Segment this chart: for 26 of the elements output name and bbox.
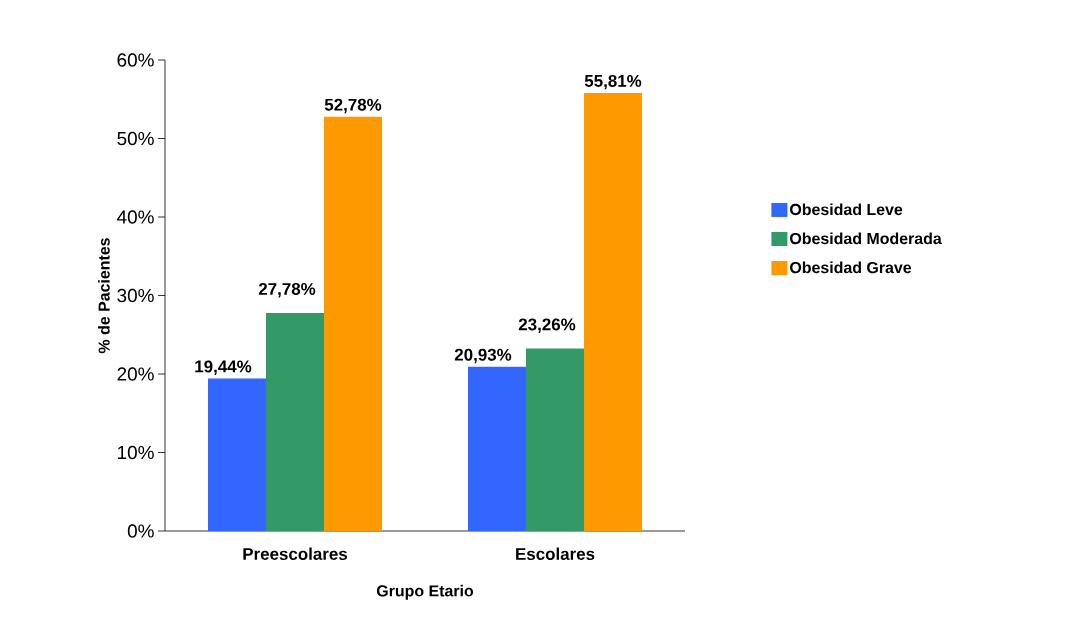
data-label: 27,78% <box>258 282 316 298</box>
x-tick-label: Preescolares <box>243 547 348 560</box>
legend-label: Obesidad Leve <box>790 203 903 216</box>
y-tick-label: 30% <box>117 288 154 303</box>
bar <box>584 92 642 531</box>
data-label: 55,81% <box>584 74 642 90</box>
legend-label: Obesidad Grave <box>790 261 912 274</box>
data-label: 52,78% <box>324 98 382 114</box>
y-tick-label: 60% <box>117 53 154 67</box>
y-tick-label: 0% <box>127 524 154 538</box>
x-tick-label: Escolares <box>516 547 595 560</box>
bar <box>266 312 324 531</box>
bar <box>468 366 526 531</box>
y-tick-label: 20% <box>117 367 154 381</box>
data-label: 19,44% <box>195 360 252 375</box>
y-axis-title: % de Pacientes <box>98 238 110 354</box>
legend-label: Obesidad Moderada <box>790 232 942 245</box>
y-tick-label: 50% <box>117 131 154 146</box>
bar <box>324 116 382 531</box>
x-axis-title: Grupo Etario <box>376 584 474 600</box>
data-label: 20,93% <box>454 348 512 364</box>
y-tick-label: 40% <box>117 210 154 224</box>
y-tick-label: 10% <box>118 445 154 460</box>
bar <box>208 378 266 531</box>
data-label: 23,26% <box>518 318 576 333</box>
bar <box>526 348 584 531</box>
